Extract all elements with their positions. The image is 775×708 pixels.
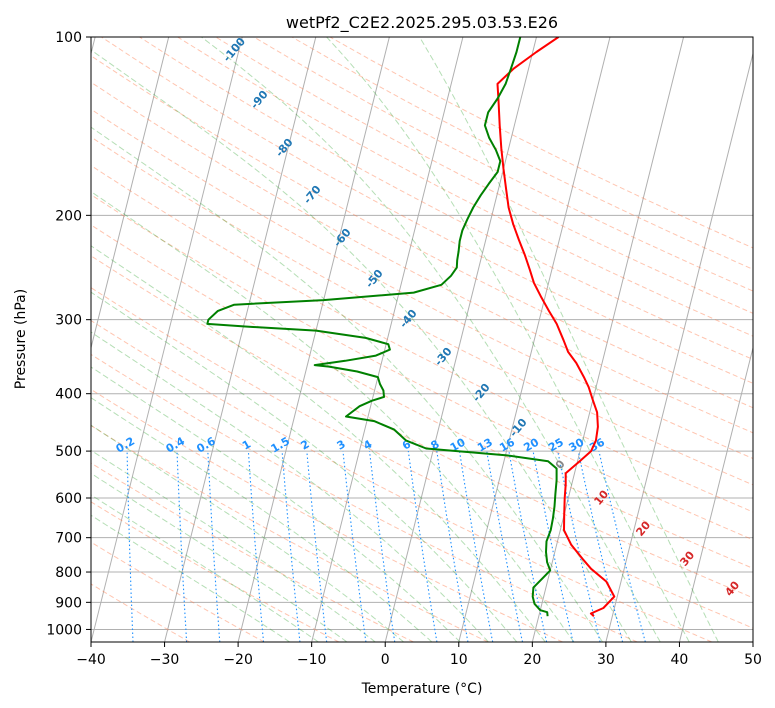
y-tick-label: 700 <box>55 531 82 547</box>
dry-adiabat-line <box>177 37 753 337</box>
dry-adiabat-line <box>101 37 753 384</box>
moist-adiabat-line <box>91 49 632 642</box>
chart-title: wetPf2_C2E2.2025.295.03.53.E26 <box>286 13 558 33</box>
moist-adiabat-line <box>91 331 489 642</box>
isotherm-gridline <box>384 37 537 642</box>
x-tick-label: −30 <box>150 652 180 668</box>
dry-adiabat-line <box>253 37 753 292</box>
moist-adiabat-line <box>91 514 291 642</box>
series-line-temperature <box>496 37 616 617</box>
mixing-ratio-line <box>342 451 367 642</box>
y-axis-ticks: 1000 900 800 700 600 500 400 300 200 100 <box>46 30 91 638</box>
y-tick-label: 200 <box>55 208 82 224</box>
y-tick-label: 1000 <box>46 622 82 638</box>
isotherm-gridline <box>458 37 611 642</box>
x-tick-label: 40 <box>671 652 689 668</box>
isotherm-gridline <box>605 51 753 642</box>
isotherm-gridline <box>531 37 685 642</box>
mixing-ratio-line <box>557 450 601 642</box>
dry-adiabat-line <box>91 388 563 642</box>
moist-adiabat-line <box>91 397 433 642</box>
y-tick-label: 800 <box>55 565 82 581</box>
moist-adiabat-line <box>201 37 661 642</box>
moist-adiabat-line <box>91 449 376 642</box>
dry-adiabat-line <box>91 287 753 629</box>
moist-adiabat-line <box>91 126 604 642</box>
plot-frame <box>90 36 754 643</box>
y-axis-title: Pressure (hPa) <box>13 289 29 389</box>
mixing-ratio-line <box>407 451 438 642</box>
moist-adiabat-line <box>326 37 690 642</box>
x-tick-label: 20 <box>523 652 541 668</box>
y-tick-label: 500 <box>55 444 82 460</box>
isotherm-gridline <box>91 37 170 350</box>
y-tick-label: 600 <box>55 491 82 507</box>
mixing-ratio-line <box>306 451 328 642</box>
mixing-ratio-line <box>532 451 574 642</box>
dry-adiabat-line <box>91 255 753 599</box>
moist-adiabat-line <box>91 366 461 642</box>
moist-adiabat-line <box>419 37 719 642</box>
x-tick-label: −10 <box>297 652 327 668</box>
x-tick-label: 0 <box>381 652 390 668</box>
x-axis-ticks: −40 −30 −20 −10 0 10 20 30 40 50 <box>76 642 762 668</box>
dry-adiabat-line <box>91 319 712 642</box>
x-tick-label: −20 <box>223 652 253 668</box>
dry-adiabat-line <box>215 37 753 314</box>
moist-adiabat-line <box>91 424 404 642</box>
dry-adiabat-line <box>91 194 753 541</box>
dry-adiabat-line <box>91 462 414 642</box>
dry-adiabat-line <box>139 37 753 360</box>
isotherm-gridline <box>91 37 243 642</box>
mixing-ratio-line <box>577 450 624 642</box>
y-tick-label: 400 <box>55 387 82 403</box>
x-tick-label: 10 <box>450 652 468 668</box>
isotherm-gridline <box>237 37 390 642</box>
moist-adiabat-line <box>91 245 546 642</box>
dry-adiabat-line <box>91 136 753 486</box>
moist-adiabat-line <box>91 472 348 642</box>
mixing-ratio-line <box>598 450 646 642</box>
mixing-ratio-line <box>508 451 548 642</box>
dry-adiabat-line <box>91 583 190 642</box>
y-tick-label: 300 <box>55 313 82 329</box>
y-tick-label: 100 <box>55 30 82 46</box>
background-lines <box>91 37 753 642</box>
dry-adiabat-line <box>91 55 753 409</box>
mixing-ratio-line <box>368 451 396 642</box>
mixing-ratio-line <box>247 451 265 642</box>
dry-adiabat-line <box>91 164 753 513</box>
dry-adiabat-line <box>91 501 340 642</box>
isotherm-gridline <box>164 37 317 642</box>
moist-adiabat-line <box>91 291 518 642</box>
moist-adiabat-line <box>91 494 319 642</box>
data-series <box>206 37 616 617</box>
x-tick-label: 50 <box>744 652 762 668</box>
isotherm-gridline <box>311 37 464 642</box>
dry-adiabat-line <box>91 353 638 642</box>
isotherm-gridline <box>678 345 753 642</box>
y-tick-label: 900 <box>55 595 82 611</box>
x-axis-title: Temperature (°C) <box>361 681 483 697</box>
mixing-ratio-line <box>486 451 524 642</box>
moist-adiabat-line <box>91 190 575 642</box>
x-tick-label: 30 <box>597 652 615 668</box>
x-tick-label: −40 <box>76 652 106 668</box>
mixing-ratio-line <box>281 451 301 642</box>
series-line-dewpoint <box>206 37 558 617</box>
